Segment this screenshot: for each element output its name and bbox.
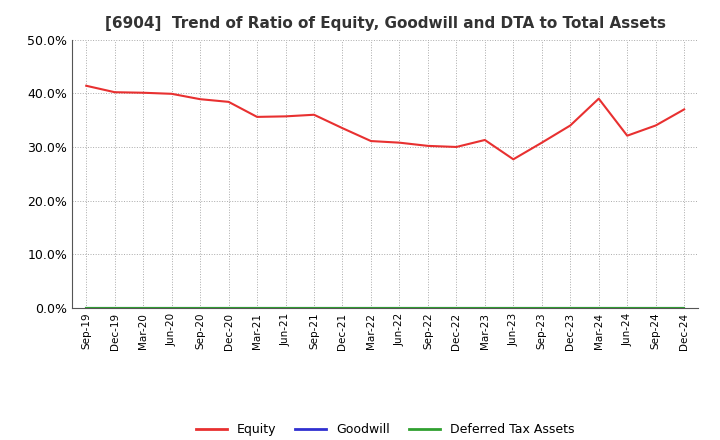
Equity: [680, 107, 688, 112]
Equity: [310, 112, 318, 117]
Goodwill: [366, 305, 375, 311]
Equity: [338, 125, 347, 131]
Deferred Tax Assets: [366, 305, 375, 311]
Deferred Tax Assets: [595, 305, 603, 311]
Goodwill: [595, 305, 603, 311]
Goodwill: [537, 305, 546, 311]
Equity: [167, 91, 176, 96]
Goodwill: [452, 305, 461, 311]
Goodwill: [680, 305, 688, 311]
Equity: [282, 114, 290, 119]
Goodwill: [253, 305, 261, 311]
Equity: [395, 140, 404, 145]
Deferred Tax Assets: [537, 305, 546, 311]
Goodwill: [310, 305, 318, 311]
Equity: [366, 139, 375, 144]
Goodwill: [139, 305, 148, 311]
Deferred Tax Assets: [310, 305, 318, 311]
Equity: [82, 83, 91, 88]
Deferred Tax Assets: [509, 305, 518, 311]
Equity: [196, 96, 204, 102]
Equity: [595, 96, 603, 101]
Deferred Tax Assets: [680, 305, 688, 311]
Deferred Tax Assets: [82, 305, 91, 311]
Deferred Tax Assets: [338, 305, 347, 311]
Deferred Tax Assets: [110, 305, 119, 311]
Goodwill: [110, 305, 119, 311]
Goodwill: [480, 305, 489, 311]
Equity: [480, 137, 489, 143]
Line: Equity: Equity: [86, 86, 684, 159]
Goodwill: [623, 305, 631, 311]
Goodwill: [225, 305, 233, 311]
Goodwill: [423, 305, 432, 311]
Deferred Tax Assets: [225, 305, 233, 311]
Deferred Tax Assets: [167, 305, 176, 311]
Goodwill: [82, 305, 91, 311]
Equity: [110, 90, 119, 95]
Deferred Tax Assets: [139, 305, 148, 311]
Equity: [652, 123, 660, 128]
Deferred Tax Assets: [196, 305, 204, 311]
Equity: [225, 99, 233, 105]
Equity: [452, 144, 461, 150]
Goodwill: [395, 305, 404, 311]
Goodwill: [509, 305, 518, 311]
Equity: [253, 114, 261, 120]
Goodwill: [652, 305, 660, 311]
Deferred Tax Assets: [452, 305, 461, 311]
Deferred Tax Assets: [395, 305, 404, 311]
Deferred Tax Assets: [423, 305, 432, 311]
Goodwill: [566, 305, 575, 311]
Equity: [423, 143, 432, 149]
Goodwill: [282, 305, 290, 311]
Equity: [623, 133, 631, 138]
Deferred Tax Assets: [566, 305, 575, 311]
Goodwill: [196, 305, 204, 311]
Deferred Tax Assets: [282, 305, 290, 311]
Deferred Tax Assets: [652, 305, 660, 311]
Equity: [139, 90, 148, 95]
Title: [6904]  Trend of Ratio of Equity, Goodwill and DTA to Total Assets: [6904] Trend of Ratio of Equity, Goodwil…: [104, 16, 666, 32]
Equity: [566, 123, 575, 128]
Deferred Tax Assets: [253, 305, 261, 311]
Equity: [537, 140, 546, 145]
Goodwill: [167, 305, 176, 311]
Goodwill: [338, 305, 347, 311]
Deferred Tax Assets: [623, 305, 631, 311]
Equity: [509, 157, 518, 162]
Legend: Equity, Goodwill, Deferred Tax Assets: Equity, Goodwill, Deferred Tax Assets: [191, 418, 580, 440]
Deferred Tax Assets: [480, 305, 489, 311]
